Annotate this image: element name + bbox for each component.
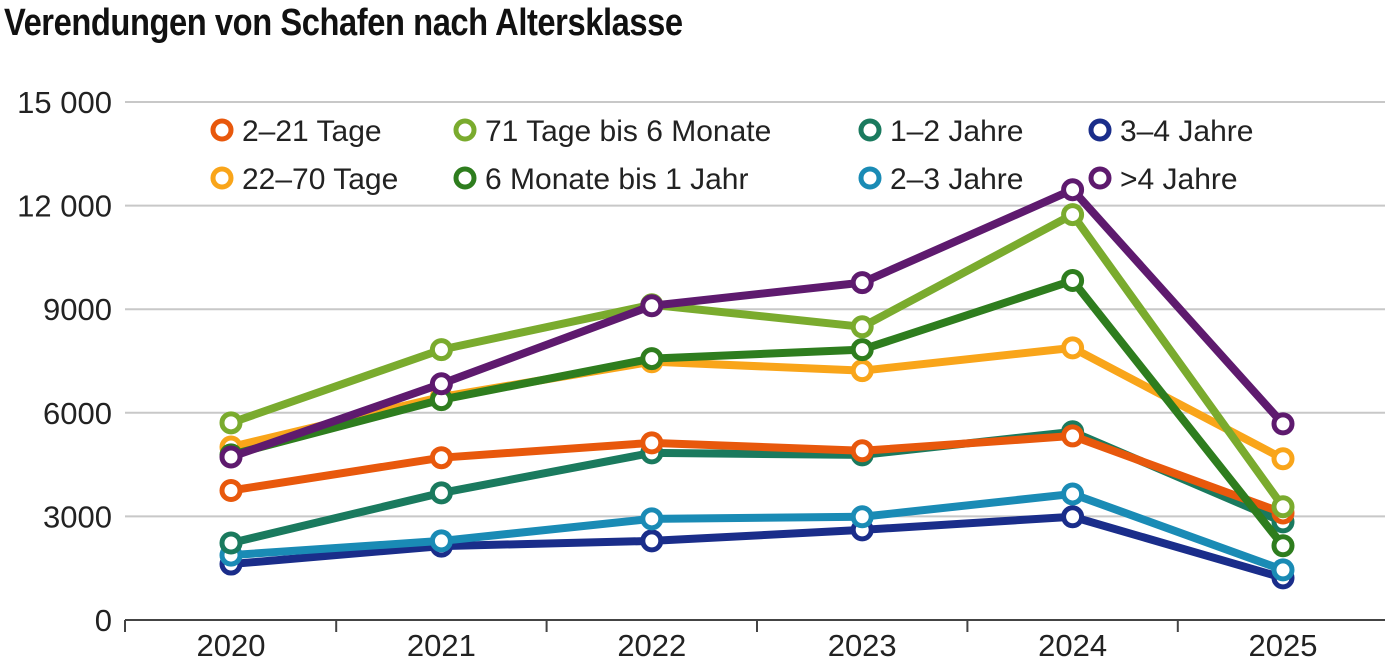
legend-label: 22–70 Tage: [242, 163, 398, 196]
legend-marker: [453, 166, 477, 190]
data-point: [429, 529, 453, 553]
legend-label: >4 Jahre: [1120, 163, 1238, 196]
series-line: [229, 185, 1286, 461]
legend-label: 3–4 Jahre: [1120, 115, 1253, 148]
data-point: [850, 439, 874, 463]
data-point: [1061, 505, 1085, 529]
data-point: [1061, 482, 1085, 506]
data-point: [429, 372, 453, 396]
y-tick-label: 15 000: [17, 85, 112, 120]
y-tick-label: 12 000: [17, 189, 112, 224]
chart-title: Verendungen von Schafen nach Altersklass…: [4, 2, 683, 44]
data-point: [1061, 336, 1085, 360]
data-point: [219, 531, 243, 555]
data-point: [1061, 424, 1085, 448]
data-point: [429, 481, 453, 505]
legend-label: 1–2 Jahre: [890, 115, 1023, 148]
legend-label: 2–3 Jahre: [890, 163, 1023, 196]
x-tick-label: 2021: [407, 628, 476, 662]
data-point: [640, 294, 664, 318]
series-line: [230, 512, 1285, 582]
data-point: [850, 359, 874, 383]
series-line: [230, 431, 1285, 517]
data-point: [219, 411, 243, 435]
data-point: [1271, 495, 1295, 519]
data-point: [850, 271, 874, 295]
y-tick-label: 0: [95, 603, 112, 638]
x-tick-label: 2020: [197, 628, 266, 662]
data-point: [850, 315, 874, 339]
series-line: [230, 489, 1285, 574]
data-point: [1271, 412, 1295, 436]
data-point: [850, 505, 874, 529]
legend-marker: [210, 118, 234, 142]
data-point: [1061, 203, 1085, 227]
x-tick-label: 2023: [828, 628, 897, 662]
data-point: [640, 507, 664, 531]
data-point: [429, 338, 453, 362]
legend-label: 2–21 Tage: [242, 115, 382, 148]
data-point: [219, 479, 243, 502]
data-point: [1271, 558, 1295, 582]
data-point: [1271, 447, 1295, 471]
y-tick-label: 3000: [43, 499, 112, 534]
data-point: [429, 446, 453, 470]
legend-marker: [858, 166, 882, 190]
x-tick-label: 2025: [1249, 628, 1318, 662]
series-line: [229, 210, 1287, 510]
series-line: [229, 276, 1287, 549]
data-point: [219, 445, 243, 469]
legend-label: 71 Tage bis 6 Monate: [485, 115, 771, 148]
data-point: [1061, 269, 1085, 293]
legend-marker: [210, 166, 234, 190]
y-tick-label: 6000: [43, 396, 112, 431]
x-tick-label: 2022: [617, 628, 686, 662]
legend-marker: [1088, 166, 1112, 190]
data-point: [1061, 178, 1085, 202]
data-point: [640, 347, 664, 371]
x-tick-label: 2024: [1038, 628, 1107, 662]
legend-label: 6 Monate bis 1 Jahr: [485, 163, 748, 196]
legend-marker: [1088, 118, 1112, 142]
data-point: [640, 529, 664, 553]
legend-marker: [858, 118, 882, 142]
data-point: [1271, 534, 1295, 558]
data-point: [850, 338, 874, 362]
y-tick-label: 9000: [43, 292, 112, 327]
legend-marker: [453, 118, 477, 142]
data-point: [640, 431, 664, 455]
